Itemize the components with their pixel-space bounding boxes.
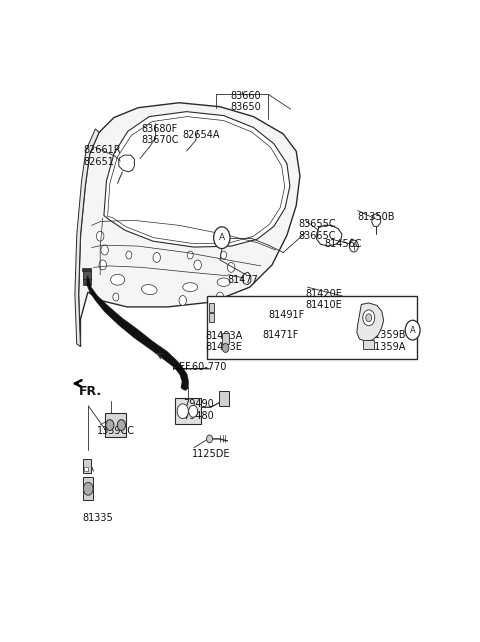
Circle shape (194, 260, 202, 270)
Ellipse shape (110, 274, 125, 285)
Text: REF.60-770: REF.60-770 (172, 362, 226, 372)
Text: 81471F: 81471F (263, 330, 299, 340)
Circle shape (126, 251, 132, 259)
Text: 81483A
81473E: 81483A 81473E (205, 331, 242, 352)
Text: 82654A: 82654A (183, 130, 220, 141)
Circle shape (363, 310, 375, 325)
Bar (84, 467, 87, 471)
Ellipse shape (217, 278, 230, 286)
Circle shape (189, 405, 198, 417)
Circle shape (214, 227, 230, 248)
Circle shape (153, 252, 160, 263)
Text: 79490
79480: 79490 79480 (183, 399, 214, 421)
Text: 83655C
83665C: 83655C 83665C (298, 220, 336, 241)
Text: 81359B
81359A: 81359B 81359A (369, 330, 406, 352)
Circle shape (216, 292, 224, 302)
Polygon shape (104, 112, 290, 247)
Text: 81491F: 81491F (268, 310, 305, 320)
Circle shape (221, 251, 227, 259)
Bar (209, 313, 214, 322)
Ellipse shape (183, 282, 198, 291)
Text: 81350B: 81350B (358, 211, 395, 221)
Bar (363, 340, 373, 349)
Circle shape (84, 482, 93, 495)
Circle shape (106, 420, 114, 431)
Circle shape (113, 293, 119, 301)
Text: A: A (410, 325, 416, 334)
Bar (207, 295, 417, 359)
Polygon shape (357, 303, 384, 341)
Bar (175, 398, 201, 424)
Bar (83, 270, 91, 280)
Circle shape (366, 314, 372, 322)
Text: 1339CC: 1339CC (97, 426, 135, 435)
Text: FR.: FR. (79, 385, 102, 398)
Bar (106, 413, 126, 437)
Circle shape (349, 240, 359, 252)
Circle shape (405, 320, 420, 340)
Bar (83, 268, 91, 271)
Ellipse shape (142, 284, 157, 295)
Bar (222, 333, 229, 344)
Bar (83, 478, 94, 499)
Text: 83660
83650: 83660 83650 (230, 91, 262, 112)
Circle shape (179, 295, 186, 306)
Bar (209, 304, 214, 313)
Text: 81335: 81335 (83, 513, 113, 523)
Circle shape (96, 231, 104, 241)
Circle shape (99, 260, 107, 270)
Text: 81420E
81410E: 81420E 81410E (305, 289, 342, 310)
Text: 83680F
83670C: 83680F 83670C (141, 123, 179, 145)
Circle shape (101, 245, 108, 255)
Text: 81456C: 81456C (324, 239, 361, 249)
Circle shape (117, 420, 125, 431)
Polygon shape (87, 276, 189, 390)
Circle shape (187, 251, 193, 259)
Polygon shape (79, 103, 300, 347)
Circle shape (228, 263, 235, 272)
Text: A: A (219, 233, 225, 242)
Polygon shape (108, 117, 285, 243)
Circle shape (177, 404, 188, 419)
Circle shape (206, 435, 213, 443)
Polygon shape (75, 129, 99, 347)
Circle shape (222, 343, 229, 352)
Bar (83, 458, 91, 473)
Bar (83, 279, 91, 284)
Bar (219, 392, 228, 406)
Text: 1125DE: 1125DE (192, 449, 230, 459)
Text: 81477: 81477 (228, 275, 258, 285)
Text: 82661R
82651: 82661R 82651 (83, 145, 120, 167)
